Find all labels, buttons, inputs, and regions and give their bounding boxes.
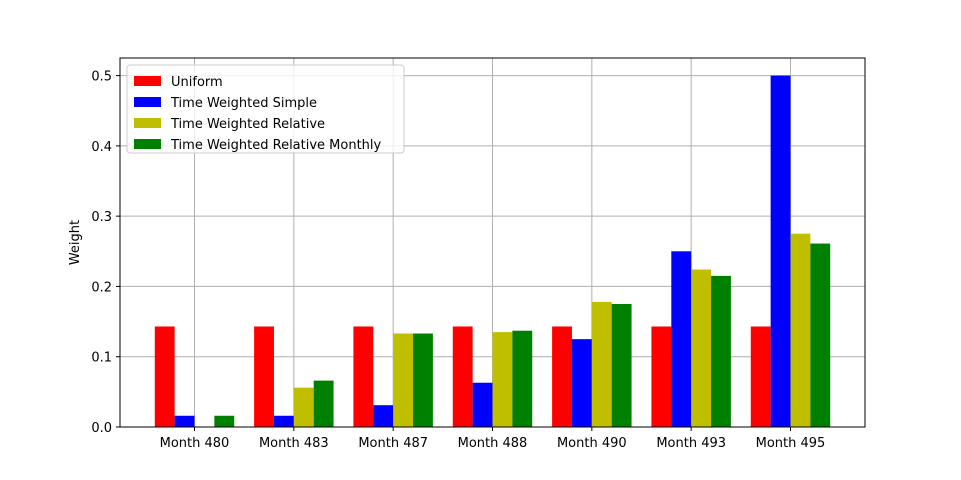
bar <box>750 326 771 427</box>
y-tick-label: 0.2 <box>91 280 112 295</box>
bars <box>154 75 831 428</box>
x-tick-label: Month 488 <box>458 436 528 451</box>
bar <box>691 269 712 427</box>
x-axis-ticks: Month 480 Month 483 Month 487 Month 488 Mont… <box>160 427 826 451</box>
y-axis-ticks: 0.0 0.1 0.2 0.3 0.4 0.5 <box>91 70 120 436</box>
bar <box>353 326 374 427</box>
legend-label: Time Weighted Relative Monthly <box>170 138 382 153</box>
x-tick-label: Month 495 <box>756 436 826 451</box>
x-tick-label: Month 490 <box>557 436 627 451</box>
bar <box>413 333 433 427</box>
bar <box>214 415 235 427</box>
x-tick-label: Month 480 <box>160 436 230 451</box>
bar <box>770 75 791 428</box>
legend-swatch <box>134 139 161 149</box>
bar <box>373 405 394 427</box>
y-tick-label: 0.0 <box>91 421 112 436</box>
bar <box>313 380 334 427</box>
bar <box>711 275 731 427</box>
legend-box <box>126 64 405 154</box>
bar <box>671 251 692 427</box>
bar <box>810 243 831 427</box>
bar <box>571 339 592 427</box>
y-tick-label: 0.1 <box>91 351 112 366</box>
legend-label: Time Weighted Simple <box>170 96 317 111</box>
bar <box>293 387 314 427</box>
legend-label: Time Weighted Relative <box>170 117 325 132</box>
bar <box>174 415 195 427</box>
bar <box>790 233 811 427</box>
bar <box>651 326 672 427</box>
legend: Uniform Time Weighted Simple Time Weighted… <box>126 64 405 154</box>
bar <box>273 415 294 427</box>
bar <box>512 330 533 427</box>
x-tick-label: Month 493 <box>656 436 726 451</box>
bar <box>591 301 612 427</box>
x-tick-label: Month 483 <box>259 436 329 451</box>
bar <box>492 332 513 427</box>
legend-swatch <box>134 76 161 86</box>
y-tick-label: 0.3 <box>91 210 112 225</box>
bar <box>254 326 274 427</box>
bar <box>611 304 632 427</box>
y-tick-label: 0.4 <box>91 140 112 155</box>
bar <box>472 382 493 427</box>
bar <box>393 333 414 427</box>
y-tick-label: 0.5 <box>91 70 112 85</box>
legend-swatch <box>134 118 161 128</box>
bar <box>552 326 572 427</box>
legend-swatch <box>134 97 161 107</box>
bar <box>154 326 175 427</box>
bar <box>452 326 473 427</box>
legend-label: Uniform <box>171 75 223 90</box>
x-tick-label: Month 487 <box>358 436 428 451</box>
y-axis-label: Weight <box>68 220 83 265</box>
